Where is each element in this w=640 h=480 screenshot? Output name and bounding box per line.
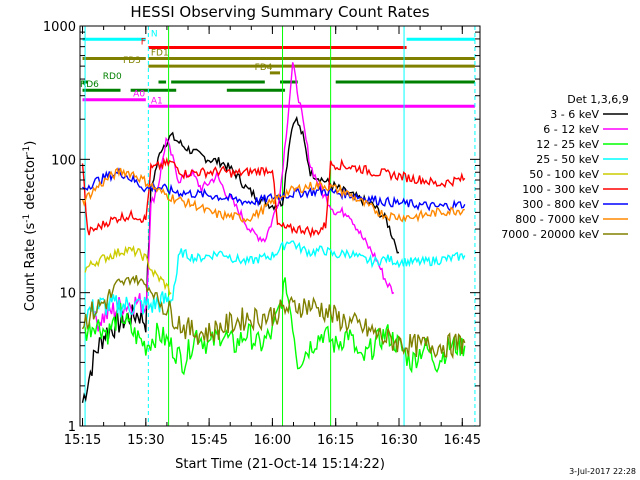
- plot-frame: [79, 25, 481, 427]
- flag-label: RD6: [80, 80, 99, 90]
- x-tick-label: 15:30: [127, 433, 164, 448]
- y-axis-label: Count Rate (s-1 detector-1): [22, 141, 38, 312]
- flag-label: FD3: [123, 56, 141, 66]
- series-line: [84, 277, 466, 376]
- x-tick-label: 15:15: [64, 433, 101, 448]
- chart-title: HESSI Observing Summary Count Rates: [130, 3, 429, 21]
- series-line: [82, 167, 466, 212]
- flag-label: RD0: [103, 72, 122, 82]
- y-tick-label: 1000: [43, 20, 76, 35]
- flag-label: A0: [133, 90, 145, 100]
- series-line: [84, 244, 172, 296]
- legend-entry-label: 25 - 50 keV: [536, 153, 599, 166]
- x-tick-label: 15:45: [190, 433, 227, 448]
- legend: Det 1,3,6,9 3 - 6 keV 6 - 12 keV 12 - 25 k…: [501, 93, 628, 241]
- legend-entry-label: 12 - 25 keV: [536, 138, 599, 151]
- series-line: [81, 275, 466, 360]
- legend-entry-label: 50 - 100 keV: [529, 168, 599, 181]
- observing-flags: NF FD1 FD3 FD4 RD0 RD6 A0 A1: [80, 29, 475, 108]
- y-tick-label: 10: [59, 287, 76, 302]
- footer-timestamp: 3-Jul-2017 22:28: [569, 467, 636, 476]
- series-layer: [81, 62, 466, 403]
- flag-label: FD1: [151, 49, 169, 59]
- x-tick-label: 16:15: [317, 433, 354, 448]
- flag-label: A1: [151, 96, 163, 106]
- y-tick-label: 100: [51, 153, 76, 168]
- flag-label: N: [151, 29, 158, 39]
- legend-entry-label: 3 - 6 keV: [550, 108, 599, 121]
- x-tick-label: 16:30: [380, 433, 417, 448]
- flag-label: F: [141, 37, 146, 47]
- series-line: [84, 240, 466, 322]
- series-line: [81, 115, 400, 403]
- legend-entries: 3 - 6 keV 6 - 12 keV 12 - 25 keV 25 - 50 ke…: [501, 108, 628, 241]
- legend-entry-label: 100 - 300 keV: [522, 183, 599, 196]
- series-line: [81, 156, 466, 239]
- y-tick-label: 1: [68, 420, 76, 435]
- legend-title: Det 1,3,6,9: [567, 93, 629, 106]
- series-line: [81, 167, 465, 223]
- legend-entry-label: 800 - 7000 keV: [515, 213, 599, 226]
- x-tick-label: 16:45: [444, 433, 481, 448]
- legend-entry-label: 6 - 12 keV: [543, 123, 599, 136]
- legend-entry-label: 300 - 800 keV: [522, 198, 599, 211]
- x-axis-label: Start Time (21-Oct-14 15:14:22): [175, 457, 385, 472]
- x-tick-label: 16:00: [254, 433, 291, 448]
- axes: 15:15 15:30 15:45 16:00 16:15 16:30 16:45 1 10 10…: [43, 20, 481, 448]
- legend-entry-label: 7000 - 20000 keV: [501, 228, 599, 241]
- flag-label: FD4: [255, 63, 273, 73]
